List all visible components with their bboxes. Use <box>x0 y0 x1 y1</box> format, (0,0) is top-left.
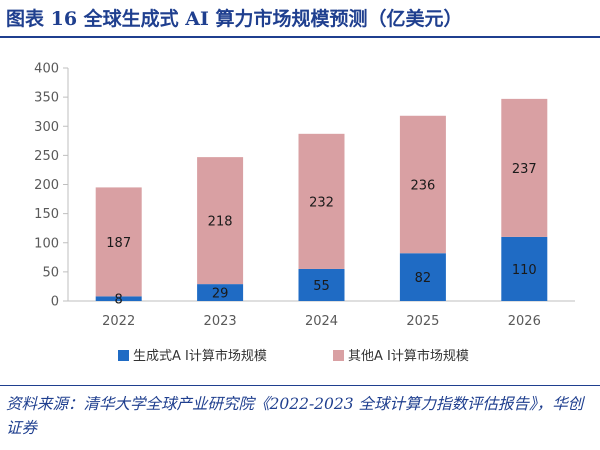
bar-value-label: 237 <box>512 162 537 177</box>
bar-value-label: 29 <box>212 287 229 302</box>
bar-segment-other-2026 <box>501 98 548 237</box>
x-tick-label: 2022 <box>102 314 135 329</box>
bar-segment-other-2025 <box>399 115 446 254</box>
bar-value-label: 82 <box>415 271 432 286</box>
legend-swatch <box>333 350 344 361</box>
x-tick-label: 2024 <box>305 314 338 329</box>
legend-label: 生成式A I计算市场规模 <box>133 348 267 364</box>
x-tick-label: 2025 <box>406 314 439 329</box>
bar-value-label: 218 <box>208 215 233 230</box>
y-tick-label: 300 <box>34 120 59 135</box>
bar-segment-genai-2026 <box>501 236 548 301</box>
bar-segment-genai-2023 <box>197 284 244 301</box>
chart-data-labels: 8 187 29 218 55 232 82 236 110 237 <box>106 162 536 308</box>
y-tick-label: 350 <box>34 91 59 106</box>
title-divider <box>0 36 600 38</box>
bar-value-label: 110 <box>512 263 537 278</box>
y-tick-label: 200 <box>34 178 59 193</box>
y-tick-label: 400 <box>34 62 59 77</box>
bar-segment-other-2022 <box>95 187 142 297</box>
y-tick-label: 50 <box>42 265 59 280</box>
legend-swatch <box>118 350 129 361</box>
y-tick-label: 100 <box>34 236 59 251</box>
y-tick-label: 250 <box>34 149 59 164</box>
bar-segment-genai-2022 <box>95 296 142 301</box>
chart-legend: 生成式A I计算市场规模 其他A I计算市场规模 <box>118 348 469 364</box>
y-tick-label: 150 <box>34 207 59 222</box>
source-note: 资料来源：清华大学全球产业研究院《2022-2023 全球计算力指数评估报告》，… <box>6 395 584 437</box>
chart-axes: 0 50 100 150 200 250 300 350 400 2022 2023 2024 2025… <box>34 62 575 329</box>
bar-value-label: 187 <box>106 236 131 251</box>
bar-segment-other-2024 <box>298 133 345 269</box>
bar-value-label: 8 <box>115 293 123 308</box>
stacked-bar-chart: 0 50 100 150 200 250 300 350 400 2022 2023 2024 2025… <box>34 62 575 364</box>
bar-value-label: 55 <box>313 279 330 294</box>
bar-segment-genai-2024 <box>298 268 345 301</box>
bar-value-label: 232 <box>309 195 334 210</box>
x-tick-label: 2023 <box>204 314 237 329</box>
bar-value-label: 236 <box>410 179 435 194</box>
x-tick-label: 2026 <box>508 314 541 329</box>
chart-bars <box>95 98 548 301</box>
legend-label: 其他A I计算市场规模 <box>348 348 469 364</box>
bar-segment-genai-2025 <box>399 253 446 301</box>
source-divider <box>0 385 600 386</box>
bar-segment-other-2023 <box>197 157 244 285</box>
y-tick-label: 0 <box>51 295 59 310</box>
figure-title: 图表 16 全球生成式 AI 算力市场规模预测（亿美元） <box>6 8 463 30</box>
